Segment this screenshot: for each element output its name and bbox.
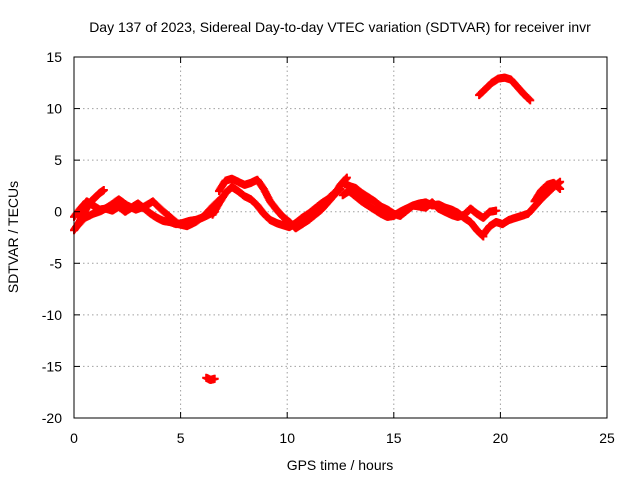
data-point — [210, 374, 219, 383]
y-tick-label: -15 — [42, 358, 62, 374]
grid — [74, 57, 607, 418]
y-tick-labels: 15 10 5 0 -5 -10 -15 -20 — [42, 49, 62, 426]
x-tick-label: 5 — [177, 430, 185, 446]
y-tick-label: -10 — [42, 307, 62, 323]
y-axis-label: SDTVAR / TECUs — [5, 181, 21, 293]
x-tick-labels: 0 5 10 15 20 25 — [70, 430, 615, 446]
chart-title: Day 137 of 2023, Sidereal Day-to-day VTE… — [89, 19, 591, 35]
x-tick-label: 15 — [386, 430, 402, 446]
x-tick-label: 10 — [279, 430, 295, 446]
axis-ticks — [73, 56, 608, 419]
series-trace-main-e — [214, 173, 351, 233]
data-points — [70, 73, 565, 384]
data-point — [556, 185, 565, 194]
data-point — [342, 173, 351, 182]
data-point — [99, 186, 108, 195]
x-tick-label: 20 — [493, 430, 509, 446]
plot-frame — [73, 56, 608, 419]
x-tick-label: 25 — [599, 430, 615, 446]
x-axis-label: GPS time / hours — [287, 457, 394, 473]
x-tick-label: 0 — [70, 430, 78, 446]
series-trace-main-h — [479, 177, 565, 239]
y-tick-label: 15 — [46, 49, 62, 65]
y-tick-label: 0 — [54, 204, 62, 220]
data-point — [492, 206, 501, 215]
y-tick-label: -5 — [50, 255, 63, 271]
series-trace-high — [475, 73, 535, 105]
y-tick-label: 10 — [46, 101, 62, 117]
series-trace-main-g — [338, 187, 501, 222]
y-tick-label: -20 — [42, 410, 62, 426]
data-point — [526, 96, 535, 105]
series-trace-low — [202, 373, 219, 384]
y-tick-label: 5 — [54, 152, 62, 168]
series-trace-main-i — [530, 178, 565, 206]
